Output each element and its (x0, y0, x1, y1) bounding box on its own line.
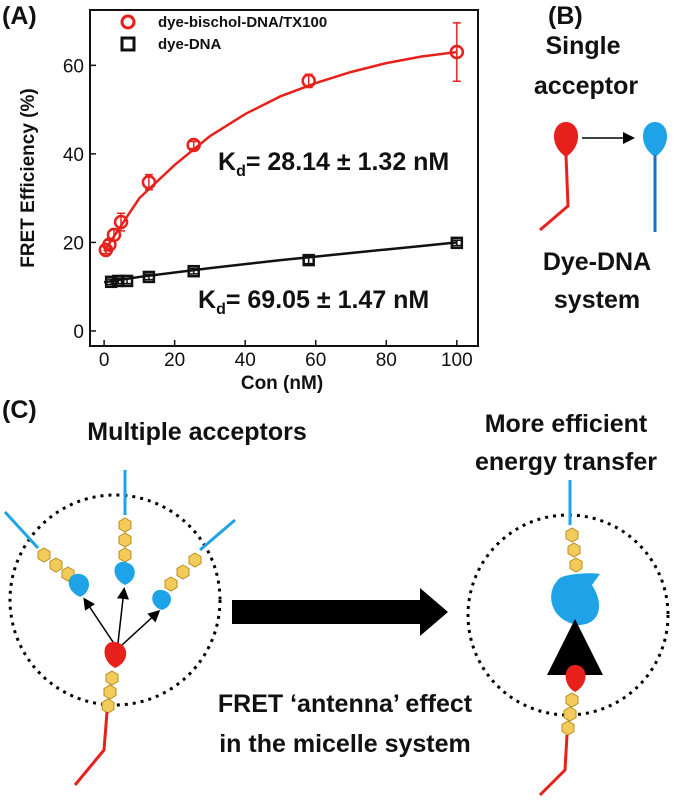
caption-line: Dye-DNA (543, 248, 651, 276)
left-title: Multiple acceptors (87, 418, 307, 446)
title-line: acceptor (534, 72, 638, 100)
point (302, 253, 315, 267)
legend-marker (120, 36, 136, 52)
y-axis-label: FRET Efficiency (%) (18, 88, 39, 267)
x-tick-label: 40 (235, 350, 256, 371)
fit-curve (103, 241, 457, 284)
right-title-line: More efficient (485, 410, 648, 438)
y-tick-label: 0 (73, 322, 84, 343)
annotation-part: K (218, 148, 236, 176)
y-tick-label: 20 (63, 233, 84, 254)
caption-line: in the micelle system (219, 730, 471, 758)
x-axis-label: Con (nM) (241, 373, 323, 394)
x-tick-label: 100 (441, 350, 473, 371)
dye-dna-diagram (539, 122, 668, 232)
error-bar (189, 140, 198, 150)
caption-line: FRET ‘antenna’ effect (218, 690, 473, 718)
title-line: Single (545, 32, 620, 60)
annotation-part: = 69.05 ± 1.47 nM (226, 286, 429, 314)
point (141, 174, 157, 190)
point (120, 274, 134, 288)
error-bar (304, 255, 313, 265)
legend-marker (120, 14, 136, 30)
annotation-part: d (216, 301, 226, 318)
x-tick-label: 0 (99, 350, 110, 371)
point (142, 270, 156, 284)
x-tick-label: 20 (164, 350, 185, 371)
panel-label: (A) (2, 2, 37, 30)
right-title-line: energy transfer (475, 448, 657, 476)
error-bar (189, 267, 198, 275)
error-bar (452, 22, 461, 83)
x-tick-label: 60 (305, 350, 326, 371)
annotation-part: d (236, 163, 246, 180)
y-tick-label: 60 (63, 56, 84, 77)
legend-label: dye-DNA (158, 36, 222, 53)
annotation-part: = 28.14 ± 1.32 nM (246, 148, 449, 176)
panel-label: (B) (548, 2, 583, 30)
annotation: Kd= 69.05 ± 1.47 nM (198, 286, 429, 318)
point (450, 236, 464, 250)
point (301, 73, 316, 89)
micelle-left (3, 470, 236, 786)
point (104, 275, 118, 289)
plot-frame (89, 9, 479, 347)
point (113, 214, 129, 230)
fit-curve (103, 50, 457, 252)
micelle-right (466, 480, 670, 797)
caption-line: system (554, 286, 640, 314)
point (187, 264, 200, 278)
x-tick-label: 80 (376, 350, 397, 371)
legend-label: dye-bischol-DNA/TX100 (158, 14, 327, 31)
annotation-part: K (198, 286, 216, 314)
y-tick-label: 40 (63, 145, 84, 166)
point (449, 44, 465, 60)
point (186, 137, 201, 153)
big-arrow (232, 588, 448, 636)
error-bar (123, 277, 132, 285)
annotation: Kd= 28.14 ± 1.32 nM (218, 148, 449, 180)
error-bar (144, 273, 153, 281)
error-bar (452, 239, 461, 247)
panel-label: (C) (2, 396, 37, 424)
point (106, 227, 122, 243)
